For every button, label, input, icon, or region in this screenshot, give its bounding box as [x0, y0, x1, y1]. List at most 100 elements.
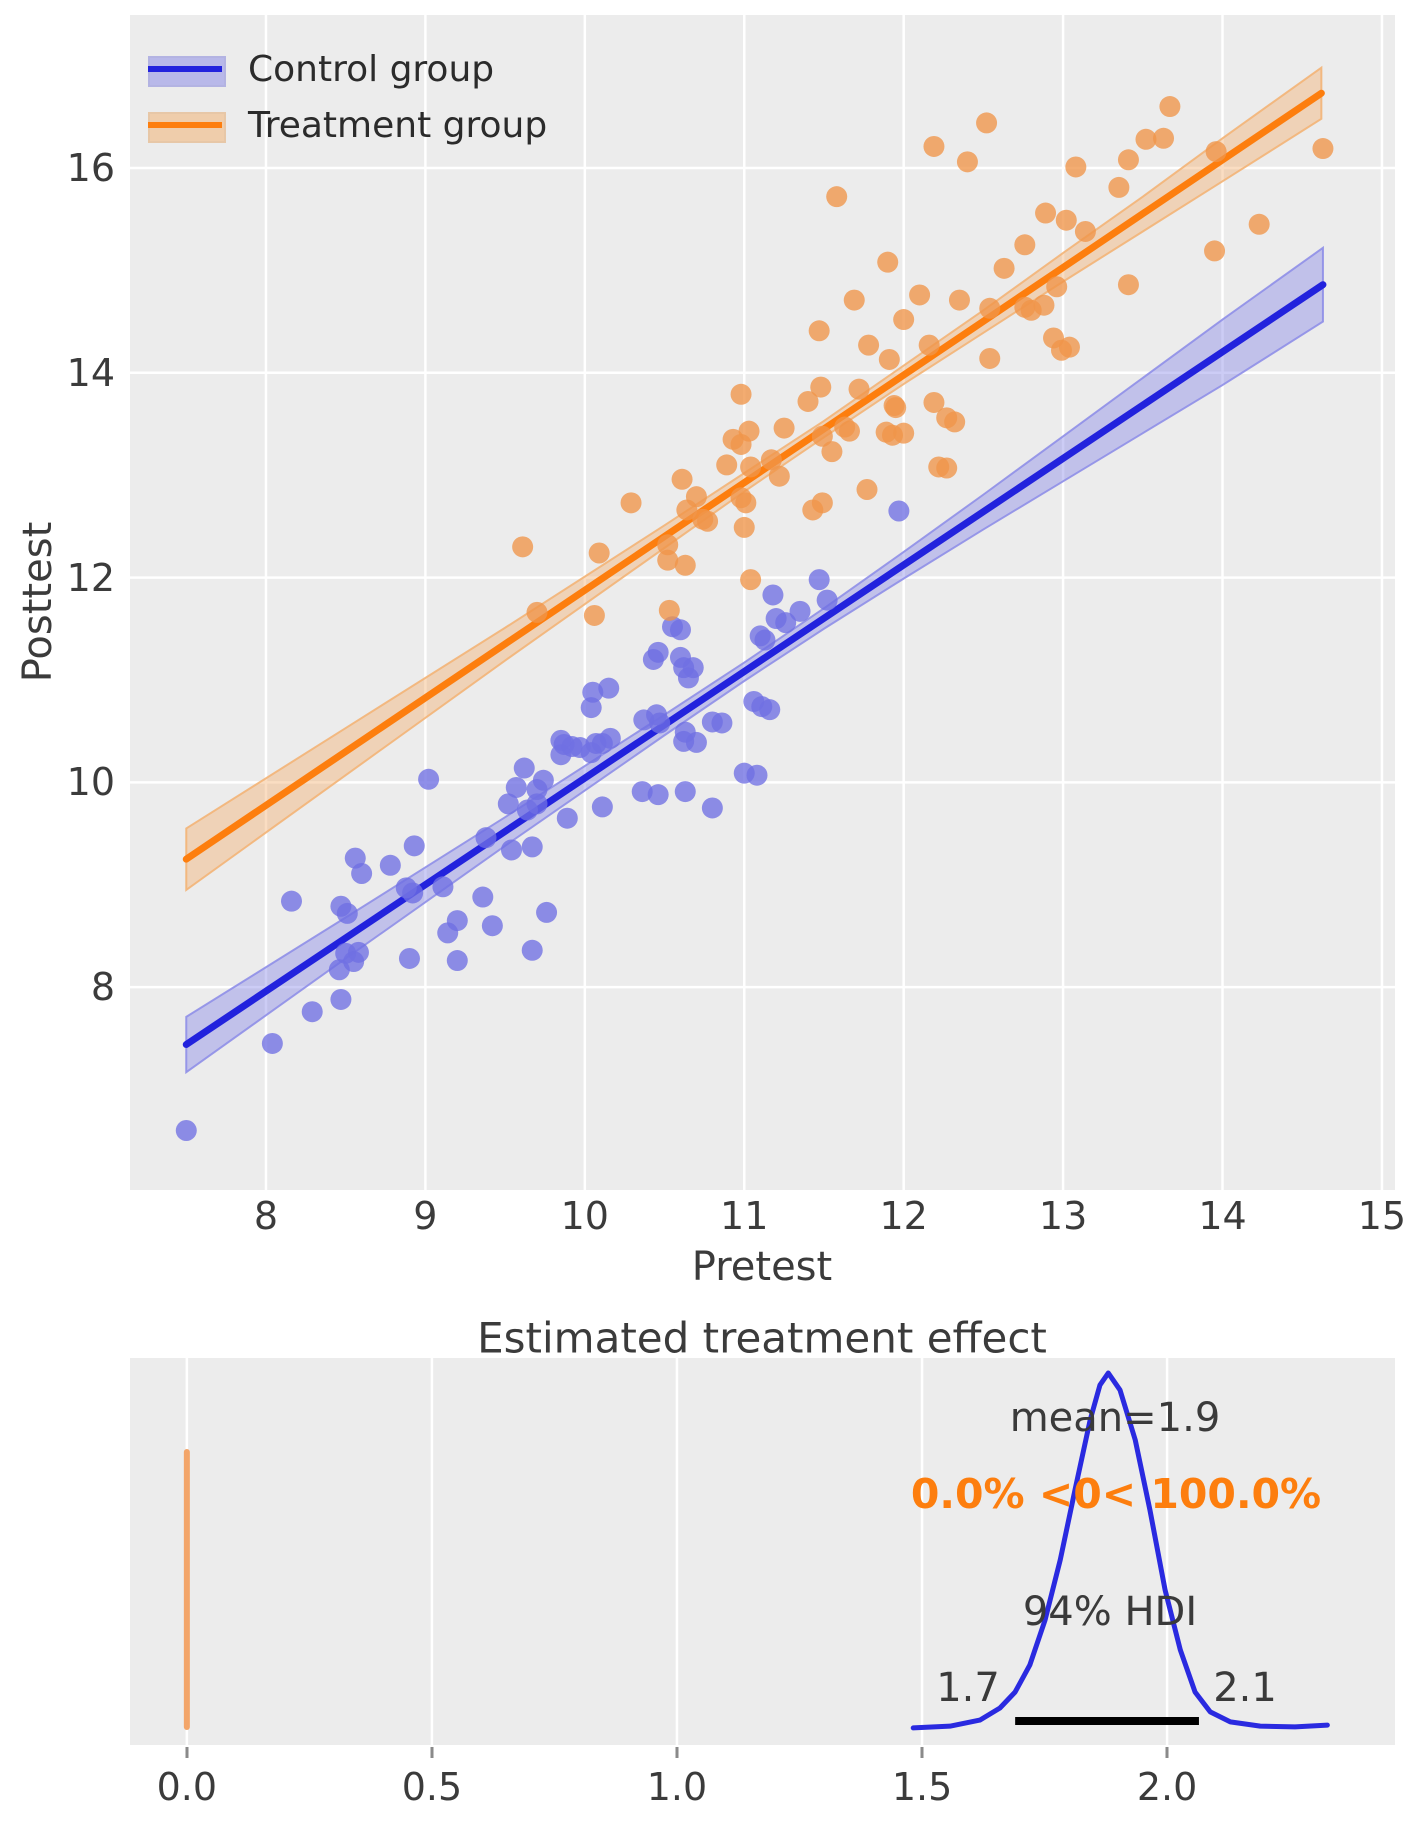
- posterior-density-curve: [910, 1370, 1330, 1731]
- hdi-lower-value: 1.7: [936, 1665, 1000, 1711]
- legend-label-treatment: Treatment group: [248, 104, 548, 146]
- treatment-scatter-point: [811, 492, 833, 514]
- scatter-plot: Control group Treatment group: [130, 15, 1395, 1190]
- control-scatter-point: [816, 589, 838, 611]
- posterior-tick-mark: [920, 1747, 924, 1758]
- legend-item-treatment[interactable]: Treatment group: [148, 97, 547, 153]
- treatment-scatter-point: [1153, 127, 1175, 149]
- treatment-scatter-point: [979, 297, 1001, 319]
- treatment-scatter-point: [797, 390, 819, 412]
- control-scatter-point: [711, 712, 733, 734]
- x-tick-label: 15: [1357, 1194, 1407, 1238]
- treatment-scatter-point: [1033, 294, 1055, 316]
- control-scatter-point: [500, 839, 522, 861]
- control-scatter-point: [475, 827, 497, 849]
- treatment-scatter-point: [810, 376, 832, 398]
- control-scatter-point: [669, 619, 691, 641]
- treatment-scatter-point: [773, 417, 795, 439]
- control-scatter-point: [536, 901, 558, 923]
- treatment-scatter-point: [918, 334, 940, 356]
- treatment-scatter-point: [1204, 240, 1226, 262]
- treatment-scatter-point: [730, 383, 752, 405]
- control-scatter-point: [701, 797, 723, 819]
- treatment-scatter-point: [979, 347, 1001, 369]
- posterior-title: Estimated treatment effect: [477, 1313, 1047, 1363]
- control-scatter-point: [682, 657, 704, 679]
- control-scatter-point: [556, 807, 578, 829]
- control-scatter-point: [580, 742, 602, 764]
- treatment-scatter-point: [735, 492, 757, 514]
- treatment-scatter-point: [1117, 149, 1139, 171]
- posterior-tick-mark: [185, 1747, 189, 1758]
- posterior-x-tick-label: 1.0: [646, 1765, 708, 1809]
- control-scatter-point: [762, 584, 784, 606]
- control-scatter-point: [446, 950, 468, 972]
- treatment-scatter-point: [936, 457, 958, 479]
- treatment-scatter-point: [1159, 96, 1181, 118]
- control-scatter-point: [398, 947, 420, 969]
- x-axis-label: Pretest: [691, 1244, 833, 1290]
- treatment-scatter-point: [923, 135, 945, 157]
- treatment-scatter-point: [856, 479, 878, 501]
- treatment-scatter-point: [811, 425, 833, 447]
- treatment-scatter-point: [512, 536, 534, 558]
- treatment-scatter-point: [588, 542, 610, 564]
- control-scatter-point: [642, 648, 664, 670]
- control-scatter-point: [505, 776, 527, 798]
- control-scatter-point: [580, 697, 602, 719]
- control-scatter-point: [446, 910, 468, 932]
- treatment-scatter-point: [1065, 156, 1087, 178]
- treatment-scatter-point: [1108, 176, 1130, 198]
- treatment-scatter-point: [893, 422, 915, 444]
- x-tick-label: 14: [1198, 1194, 1247, 1238]
- treatment-scatter-point: [808, 320, 830, 342]
- control-scatter-point: [647, 784, 669, 806]
- control-scatter-point: [418, 768, 440, 790]
- legend-item-control[interactable]: Control group: [148, 41, 547, 97]
- treatment-scatter-point: [1035, 202, 1057, 224]
- control-scatter-point: [775, 612, 797, 634]
- control-scatter-point: [497, 793, 519, 815]
- x-tick-label: 9: [413, 1194, 438, 1238]
- probability-annotation: 0.0% <0< 100.0%: [910, 1470, 1322, 1518]
- control-scatter-point: [175, 1120, 197, 1142]
- control-scatter-point: [521, 939, 543, 961]
- control-scatter-point: [330, 988, 352, 1010]
- treatment-scatter-point: [948, 289, 970, 311]
- treatment-scatter-point: [768, 465, 790, 487]
- control-scatter-point: [472, 886, 494, 908]
- posterior-tick-mark: [675, 1747, 679, 1758]
- treatment-scatter-point: [1055, 209, 1077, 231]
- treatment-scatter-point: [923, 391, 945, 413]
- y-tick-label: 12: [66, 555, 115, 600]
- treatment-scatter-point: [658, 599, 680, 621]
- control-scatter-point: [280, 890, 302, 912]
- mean-annotation: mean=1.9: [1009, 1395, 1221, 1441]
- treatment-scatter-point: [657, 549, 679, 571]
- scatter-canvas: [130, 15, 1395, 1190]
- control-scatter-point: [403, 835, 425, 857]
- hdi-annotation: 94% HDI: [1022, 1589, 1198, 1635]
- control-scatter-point: [631, 781, 653, 803]
- control-scatter-point: [261, 1032, 283, 1054]
- control-scatter-point: [343, 951, 365, 973]
- posterior-tick-mark: [430, 1747, 434, 1758]
- treatment-scatter-point: [1205, 141, 1227, 163]
- treatment-scatter-point: [993, 257, 1015, 279]
- control-scatter-point: [674, 781, 696, 803]
- treatment-scatter-point: [671, 468, 693, 490]
- treatment-scatter-point: [909, 284, 931, 306]
- treatment-scatter-point: [821, 441, 843, 463]
- control-scatter-point: [513, 757, 535, 779]
- control-swatch-icon: [148, 55, 226, 87]
- control-scatter-point: [674, 721, 696, 743]
- legend: Control group Treatment group: [148, 41, 547, 153]
- y-tick-label: 10: [66, 760, 115, 805]
- control-scatter-point: [582, 681, 604, 703]
- treatment-scatter-point: [1058, 336, 1080, 358]
- control-scatter-point: [591, 796, 613, 818]
- treatment-scatter-point: [885, 397, 907, 419]
- treatment-scatter-point: [843, 289, 865, 311]
- treatment-scatter-point: [674, 554, 696, 576]
